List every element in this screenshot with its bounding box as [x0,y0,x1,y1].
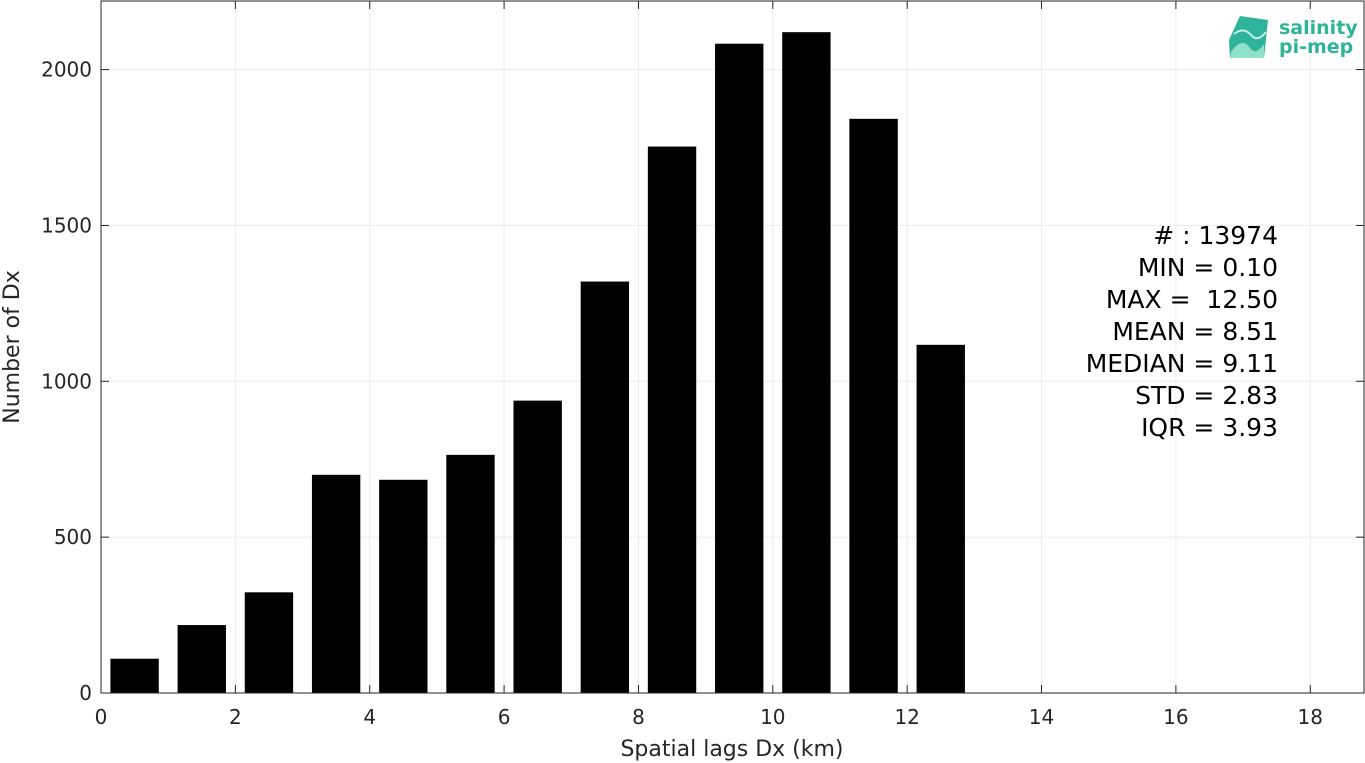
y-tick-label: 0 [79,681,92,705]
x-tick-label: 14 [1029,705,1054,729]
x-tick-label: 2 [229,705,242,729]
x-tick-label: 16 [1163,705,1188,729]
y-tick-label: 1500 [41,213,92,237]
y-axis-label: Number of Dx [0,270,25,424]
histogram-bar [446,454,495,693]
stat-line: STD = 2.83 [1135,381,1278,410]
histogram-bar [311,474,361,693]
x-tick-label: 8 [632,705,645,729]
logo-text-pi-mep: pi-mep [1279,36,1353,58]
histogram-bar [580,281,630,693]
salinity-pi-mep-logo: salinity pi-mep [1229,16,1358,58]
stat-line: # : 13974 [1153,221,1278,250]
y-tick-labels: 0 500 1000 1500 2000 [41,58,92,705]
histogram-bar [379,479,428,693]
x-tick-label: 10 [760,705,785,729]
x-tick-label: 12 [894,705,919,729]
bars-group [110,32,965,694]
axis-ticks [100,1,1364,694]
x-tick-label: 0 [95,705,108,729]
histogram-bar [715,43,764,693]
y-tick-label: 1000 [41,369,92,393]
histogram-bar [110,658,159,693]
x-tick-label: 4 [363,705,376,729]
stat-line: IQR = 3.93 [1141,413,1278,442]
stat-line: MAX = 12.50 [1106,285,1278,314]
histogram-bar [647,146,697,694]
x-axis-label: Spatial lags Dx (km) [620,737,843,762]
histogram-bar [513,400,562,693]
x-tick-label: 6 [498,705,511,729]
stat-line: MIN = 0.10 [1138,253,1278,282]
histogram-bar [849,118,898,693]
x-tick-labels: 0 2 4 6 8 10 12 14 16 18 [95,705,1323,729]
y-tick-label: 2000 [41,58,92,82]
y-tick-label: 500 [54,525,92,549]
x-tick-label: 18 [1298,705,1323,729]
logo-text-salinity: salinity [1279,17,1358,39]
stat-line: MEDIAN = 9.11 [1086,349,1278,378]
histogram-bar [177,625,226,693]
stat-line: MEAN = 8.51 [1112,317,1278,346]
histogram-bar [916,344,965,693]
plot-area-frame [100,0,1365,694]
statistics-annotation: # : 13974 MIN = 0.10 MAX = 12.50 MEAN = 8.5… [1086,221,1278,442]
histogram-bar [782,32,831,694]
histogram-bar [244,592,294,693]
wave-logo-icon [1229,16,1268,58]
